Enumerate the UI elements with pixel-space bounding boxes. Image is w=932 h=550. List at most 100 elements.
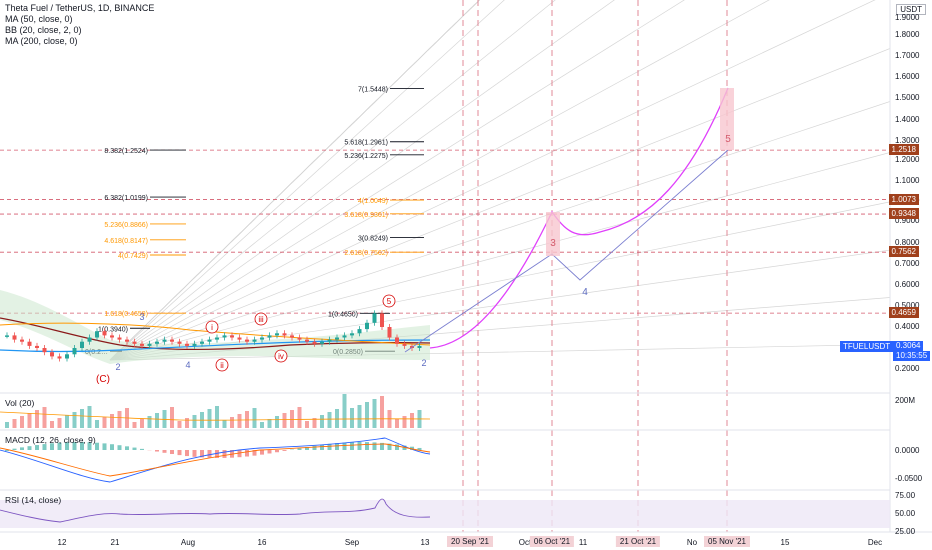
macd-bar: [380, 442, 384, 450]
macd-bar: [20, 447, 24, 450]
volume-bar: [260, 422, 264, 428]
macd-bar: [222, 450, 227, 458]
macd-bar: [125, 446, 129, 450]
macd-line: [0, 437, 431, 483]
candle-body: [260, 337, 264, 340]
price-tick-label: 0.2000: [895, 364, 920, 373]
volume-bar: [65, 415, 69, 428]
volume-bar: [372, 399, 377, 428]
macd-bar: [357, 442, 362, 450]
macd-axis-label: 0.0000: [895, 446, 920, 455]
macd-bar: [87, 442, 92, 450]
macd-bar: [282, 450, 287, 451]
fib-level-label: 3.618(0.9361): [344, 212, 388, 219]
macd-bar: [342, 442, 347, 450]
candle-body: [395, 337, 399, 344]
wave-label: 5: [387, 297, 392, 306]
macd-bar: [372, 442, 377, 450]
currency-button[interactable]: USDT: [896, 4, 926, 15]
candle-body: [215, 337, 219, 340]
macd-bar: [170, 450, 174, 455]
volume-bar: [177, 421, 182, 428]
price-tick-label: 0.9000: [895, 216, 920, 225]
candle-body: [140, 343, 144, 346]
macd-bar: [185, 450, 189, 457]
macd-bar: [162, 450, 167, 453]
macd-bar: [27, 446, 32, 450]
candle-body: [342, 335, 347, 338]
macd-bar: [72, 442, 77, 450]
macd-bar: [327, 443, 332, 450]
macd-bar: [207, 450, 212, 458]
time-tick-label: 12: [57, 538, 67, 547]
volume-bar: [162, 410, 167, 428]
current-price-tag: 0.3064: [893, 340, 924, 351]
volume-bar: [275, 416, 279, 428]
horizontal-levels: [0, 149, 890, 314]
price-level-tag: 0.4659: [888, 307, 919, 319]
macd-bar: [177, 450, 182, 456]
macd-bar: [215, 450, 219, 458]
volume-bar: [155, 413, 159, 428]
wave-label-circle: [254, 312, 268, 326]
indicator-bb[interactable]: BB (20, close, 2, 0): [5, 25, 82, 35]
macd-bar: [5, 450, 9, 451]
macd-bar: [237, 450, 242, 458]
volume-bar: [350, 408, 354, 428]
candle-body: [297, 337, 302, 340]
macd-bar: [42, 444, 47, 450]
candle-body: [50, 352, 54, 357]
time-tick-label: 11: [578, 538, 588, 547]
macd-bar: [50, 443, 54, 450]
candle-body: [305, 339, 309, 342]
price-tick-label: 1.3000: [895, 136, 920, 145]
time-tick-label: Oct: [518, 538, 532, 547]
candle-body: [72, 348, 77, 355]
candle-body: [57, 356, 62, 359]
candle-body: [27, 341, 32, 346]
macd-signal-line: [0, 443, 431, 477]
macd-bar: [320, 444, 324, 450]
indicator-ma50[interactable]: MA (50, close, 0): [5, 14, 73, 24]
macd-bar: [260, 450, 264, 455]
candle-body: [417, 345, 422, 348]
candle-body: [357, 329, 362, 334]
volume-bar: [72, 412, 77, 428]
fan-line: [109, 48, 891, 361]
highlighted-date-tag: 20 Sep '21: [446, 536, 494, 547]
indicator-ma200[interactable]: MA (200, close, 0): [5, 36, 78, 46]
volume-bar: [170, 407, 174, 428]
candle-body: [102, 331, 107, 336]
candle-body: [230, 335, 234, 338]
candle-body: [237, 337, 242, 340]
candle-body: [12, 335, 17, 340]
candle-body: [372, 313, 377, 323]
volume-bar: [222, 420, 227, 428]
volume-bar: [365, 402, 369, 428]
candle-body: [185, 343, 189, 346]
wave-label: (C): [96, 374, 110, 385]
candle-body: [327, 339, 332, 342]
volume-pane-label: Vol (20): [5, 398, 35, 408]
volume-bar: [87, 406, 92, 428]
volume-bar: [305, 421, 309, 428]
fan-line: [109, 0, 480, 361]
macd-bar: [297, 448, 302, 450]
fib-extension-lines: 7(1.5448) 5.618(1.2961) 5.236(1.2275) 8.382…: [85, 87, 424, 356]
price-tick-label: 1.6000: [895, 72, 920, 81]
wave-label: i: [211, 323, 213, 332]
volume-bar: [192, 415, 197, 428]
wave-label-circle: [274, 349, 288, 363]
volume-bar: [80, 409, 84, 428]
fan-line: [109, 0, 770, 361]
candle-body: [402, 343, 407, 346]
candle-body: [267, 335, 272, 338]
volume-bar: [132, 422, 137, 428]
macd-pane-label: MACD (12, 26, close, 9): [5, 435, 96, 445]
countdown-timer: 10:35:55: [893, 350, 931, 361]
candle-body: [365, 322, 369, 330]
fib-level-label: 5.236(1.2275): [344, 153, 388, 160]
macd-bar: [35, 445, 39, 450]
fib-level-label: 8.382(1.2524): [104, 148, 148, 155]
